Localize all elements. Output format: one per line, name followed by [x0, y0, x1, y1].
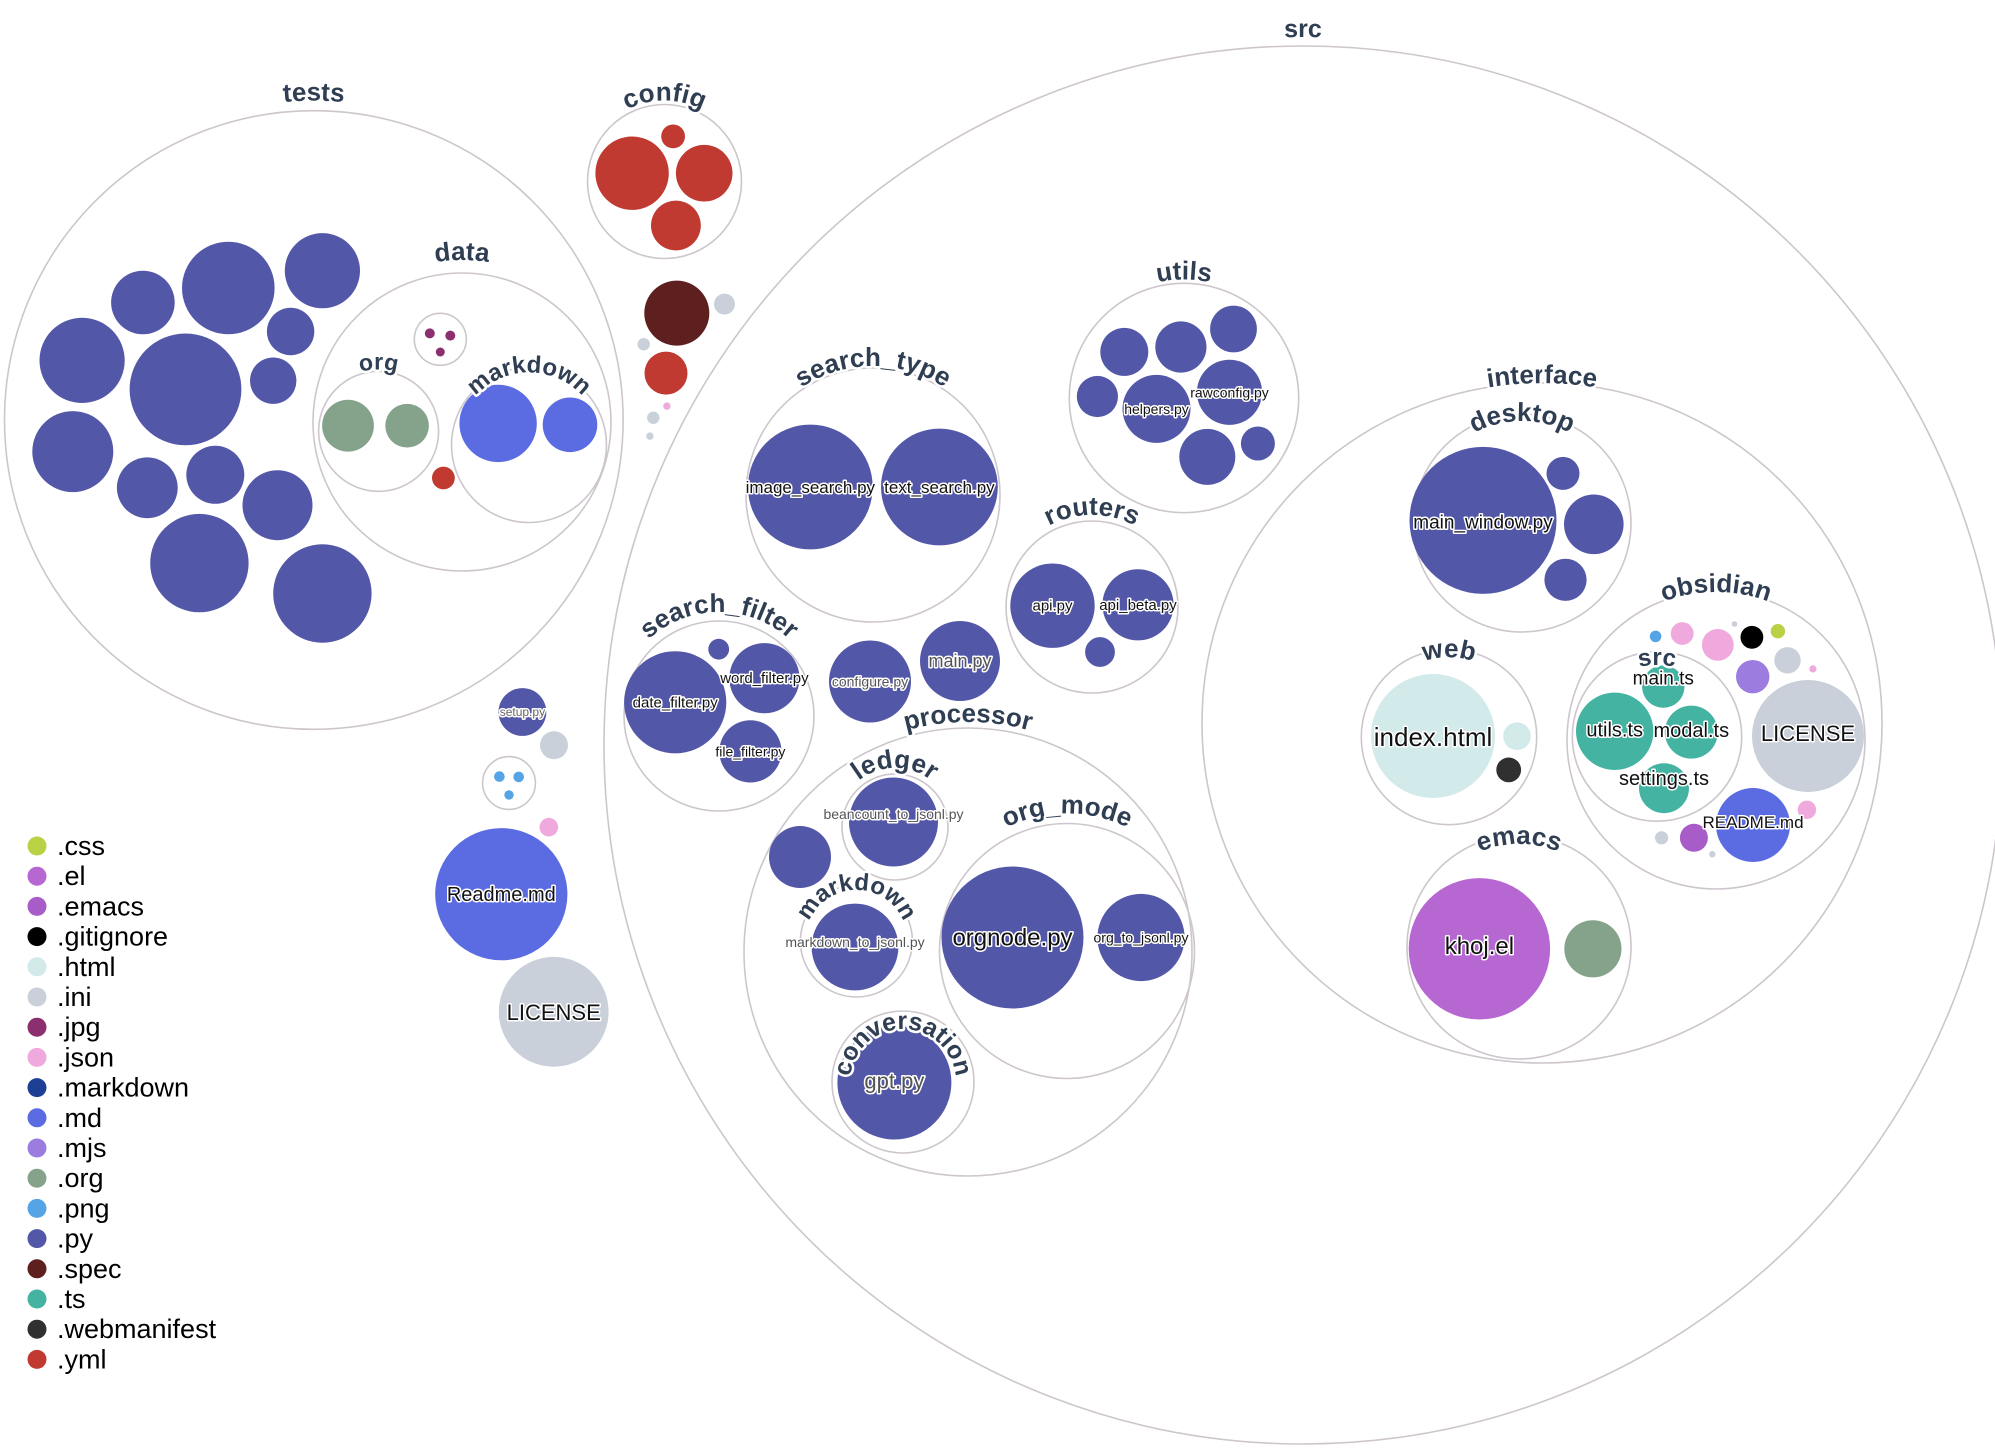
- svg-text:beancount_to_jsonl.py: beancount_to_jsonl.py: [823, 806, 963, 822]
- svg-text:.org: .org: [57, 1163, 104, 1193]
- svg-text:.el: .el: [57, 861, 86, 891]
- svg-text:file_filter.py: file_filter.py: [715, 743, 785, 759]
- svg-text:LICENSE: LICENSE: [1761, 721, 1855, 746]
- svg-text:main.ts: main.ts: [1633, 669, 1694, 690]
- svg-text:interface: interface: [1485, 359, 1600, 393]
- svg-text:.py: .py: [57, 1224, 94, 1254]
- svg-text:rawconfig.py: rawconfig.py: [1190, 384, 1269, 400]
- svg-text:main_window.py: main_window.py: [1413, 512, 1553, 533]
- svg-text:word_filter.py: word_filter.py: [719, 670, 809, 687]
- svg-text:README.md: README.md: [1702, 813, 1803, 832]
- svg-text:api_beta.py: api_beta.py: [1099, 597, 1177, 614]
- svg-text:.css: .css: [57, 831, 105, 861]
- svg-text:.webmanifest: .webmanifest: [57, 1314, 217, 1344]
- svg-text:data: data: [433, 236, 492, 268]
- svg-text:.mjs: .mjs: [57, 1133, 107, 1163]
- svg-text:markdown_to_jsonl.py: markdown_to_jsonl.py: [785, 934, 924, 950]
- svg-text:configure.py: configure.py: [832, 674, 908, 690]
- svg-text:setup.py: setup.py: [500, 705, 545, 719]
- svg-text:web: web: [1418, 633, 1479, 667]
- svg-text:.md: .md: [57, 1103, 102, 1133]
- svg-text:src: src: [1284, 15, 1322, 43]
- svg-text:src: src: [1636, 644, 1678, 673]
- svg-text:text_search.py: text_search.py: [884, 478, 995, 497]
- svg-text:.markdown: .markdown: [57, 1073, 189, 1103]
- svg-text:date_filter.py: date_filter.py: [633, 694, 719, 711]
- svg-text:Readme.md: Readme.md: [447, 884, 556, 906]
- svg-text:.html: .html: [57, 952, 116, 982]
- svg-text:gpt.py: gpt.py: [864, 1069, 924, 1094]
- svg-text:settings.ts: settings.ts: [1619, 768, 1709, 790]
- svg-text:processor: processor: [900, 698, 1036, 736]
- svg-text:main.py: main.py: [928, 651, 991, 671]
- svg-text:.ts: .ts: [57, 1284, 86, 1314]
- svg-text:orgnode.py: orgnode.py: [952, 925, 1072, 952]
- svg-text:.spec: .spec: [57, 1254, 122, 1284]
- svg-text:.emacs: .emacs: [57, 891, 144, 921]
- svg-text:utils.ts: utils.ts: [1586, 719, 1643, 741]
- svg-text:.gitignore: .gitignore: [57, 922, 168, 952]
- svg-text:org_to_jsonl.py: org_to_jsonl.py: [1094, 930, 1189, 946]
- svg-text:modal.ts: modal.ts: [1654, 720, 1730, 742]
- svg-text:LICENSE: LICENSE: [507, 1000, 601, 1025]
- svg-text:org: org: [356, 348, 400, 376]
- svg-text:.json: .json: [57, 1042, 114, 1072]
- svg-text:tests: tests: [282, 77, 346, 108]
- svg-text:api.py: api.py: [1032, 598, 1073, 615]
- svg-text:.yml: .yml: [57, 1344, 107, 1374]
- svg-text:index.html: index.html: [1374, 722, 1493, 752]
- svg-text:utils: utils: [1154, 255, 1215, 288]
- svg-text:.ini: .ini: [57, 982, 92, 1012]
- svg-text:.jpg: .jpg: [57, 1012, 101, 1042]
- svg-text:helpers.py: helpers.py: [1124, 401, 1189, 417]
- svg-text:khoj.el: khoj.el: [1445, 933, 1514, 960]
- svg-text:.png: .png: [57, 1193, 110, 1223]
- svg-text:image_search.py: image_search.py: [746, 478, 876, 497]
